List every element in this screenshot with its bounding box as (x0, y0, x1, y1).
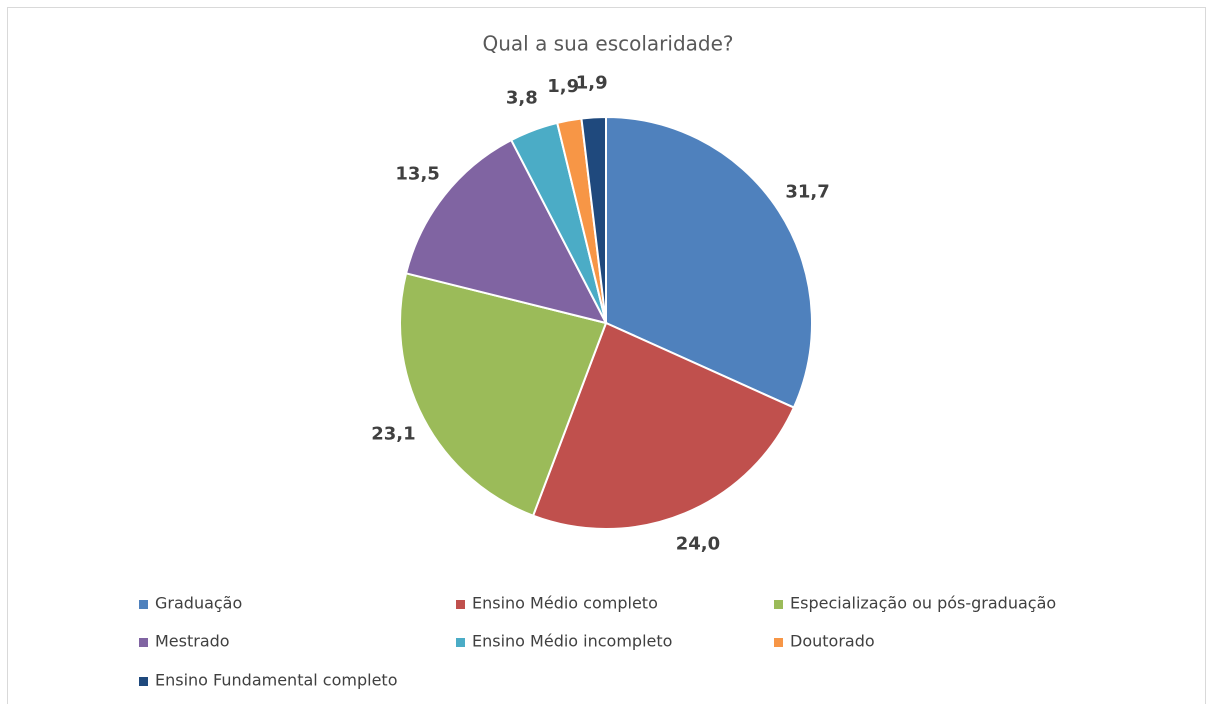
legend-swatch (774, 638, 783, 647)
pie-slice (580, 115, 607, 324)
legend-label: Ensino Médio completo (472, 594, 658, 613)
data-label: 1,9 (547, 76, 579, 97)
legend-label: Ensino Fundamental completo (155, 671, 397, 690)
legend-swatch (139, 638, 148, 647)
data-label: 1,9 (576, 72, 608, 93)
pie-slice (404, 138, 608, 325)
chart-title: Qual a sua escolaridade? (482, 32, 733, 56)
legend-swatch (456, 638, 465, 647)
pie-slice (399, 272, 608, 517)
legend-swatch (456, 600, 465, 609)
legend-swatch (774, 600, 783, 609)
data-label: 23,1 (371, 423, 415, 444)
data-label: 24,0 (676, 534, 720, 555)
legend-label: Ensino Médio incompleto (472, 632, 672, 651)
legend-label: Especialização ou pós-graduação (790, 594, 1056, 613)
legend-swatch (139, 677, 148, 686)
legend-label: Mestrado (155, 632, 230, 651)
data-label: 3,8 (506, 87, 538, 108)
pie-slice (605, 115, 813, 409)
data-label: 31,7 (785, 182, 829, 203)
legend-swatch (139, 600, 148, 609)
legend-label: Graduação (155, 594, 242, 613)
legend-label: Doutorado (790, 632, 875, 651)
pie-slice (531, 321, 796, 530)
data-label: 13,5 (395, 163, 439, 184)
